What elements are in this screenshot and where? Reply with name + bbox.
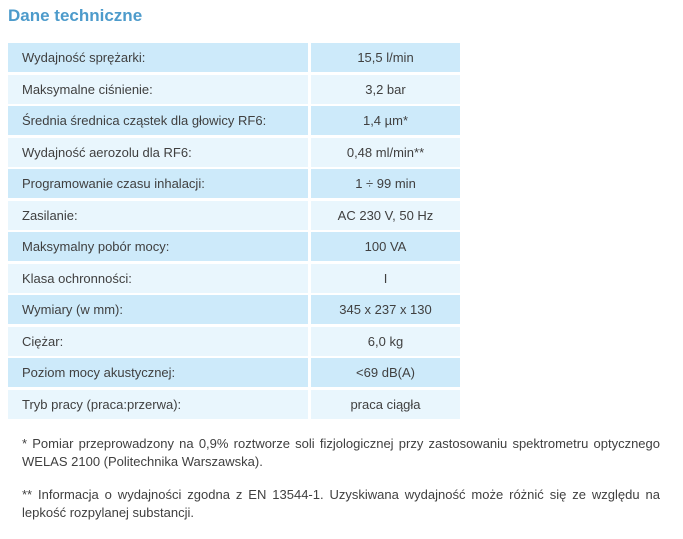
spec-label: Tryb pracy (praca:przerwa): bbox=[8, 389, 308, 419]
page-title: Dane techniczne bbox=[8, 6, 143, 25]
spec-table: Wydajność sprężarki: 15,5 l/min Maksymal… bbox=[8, 43, 460, 419]
spec-label: Poziom mocy akustycznej: bbox=[8, 358, 308, 387]
spec-label: Średnia średnica cząstek dla głowicy RF6… bbox=[8, 106, 308, 135]
spec-value: 0,48 ml/min** bbox=[311, 137, 460, 167]
spec-value: 345 x 237 x 130 bbox=[311, 295, 460, 324]
spec-label: Ciężar: bbox=[8, 326, 308, 356]
spec-value: 3,2 bar bbox=[311, 74, 460, 104]
spec-value: 1,4 µm* bbox=[311, 106, 460, 135]
table-row: Tryb pracy (praca:przerwa): praca ciągła bbox=[8, 389, 460, 419]
spec-label: Maksymalne ciśnienie: bbox=[8, 74, 308, 104]
table-row: Średnia średnica cząstek dla głowicy RF6… bbox=[8, 106, 460, 135]
spec-value: praca ciągła bbox=[311, 389, 460, 419]
table-row: Wymiary (w mm): 345 x 237 x 130 bbox=[8, 295, 460, 324]
table-row: Wydajność sprężarki: 15,5 l/min bbox=[8, 43, 460, 72]
spec-label: Wydajność sprężarki: bbox=[8, 43, 308, 72]
table-row: Maksymalne ciśnienie: 3,2 bar bbox=[8, 74, 460, 104]
spec-value: 1 ÷ 99 min bbox=[311, 169, 460, 198]
table-row: Wydajność aerozolu dla RF6: 0,48 ml/min*… bbox=[8, 137, 460, 167]
spec-label: Klasa ochronności: bbox=[8, 263, 308, 293]
table-row: Poziom mocy akustycznej: <69 dB(A) bbox=[8, 358, 460, 387]
table-row: Maksymalny pobór mocy: 100 VA bbox=[8, 232, 460, 261]
spec-value: 15,5 l/min bbox=[311, 43, 460, 72]
footnote-double-asterisk: ** Informacja o wydajności zgodna z EN 1… bbox=[22, 486, 660, 520]
spec-value: 6,0 kg bbox=[311, 326, 460, 356]
table-row: Programowanie czasu inhalacji: 1 ÷ 99 mi… bbox=[8, 169, 460, 198]
spec-value: 100 VA bbox=[311, 232, 460, 261]
spec-label: Maksymalny pobór mocy: bbox=[8, 232, 308, 261]
footnotes: * Pomiar przeprowadzony na 0,9% roztworz… bbox=[22, 435, 660, 522]
spec-label: Wymiary (w mm): bbox=[8, 295, 308, 324]
spec-value: <69 dB(A) bbox=[311, 358, 460, 387]
spec-label: Wydajność aerozolu dla RF6: bbox=[8, 137, 308, 167]
table-row: Zasilanie: AC 230 V, 50 Hz bbox=[8, 200, 460, 230]
spec-value: I bbox=[311, 263, 460, 293]
footnote-asterisk: * Pomiar przeprowadzony na 0,9% roztworz… bbox=[22, 435, 660, 469]
spec-label: Zasilanie: bbox=[8, 200, 308, 230]
table-row: Ciężar: 6,0 kg bbox=[8, 326, 460, 356]
spec-value: AC 230 V, 50 Hz bbox=[311, 200, 460, 230]
table-row: Klasa ochronności: I bbox=[8, 263, 460, 293]
spec-label: Programowanie czasu inhalacji: bbox=[8, 169, 308, 198]
